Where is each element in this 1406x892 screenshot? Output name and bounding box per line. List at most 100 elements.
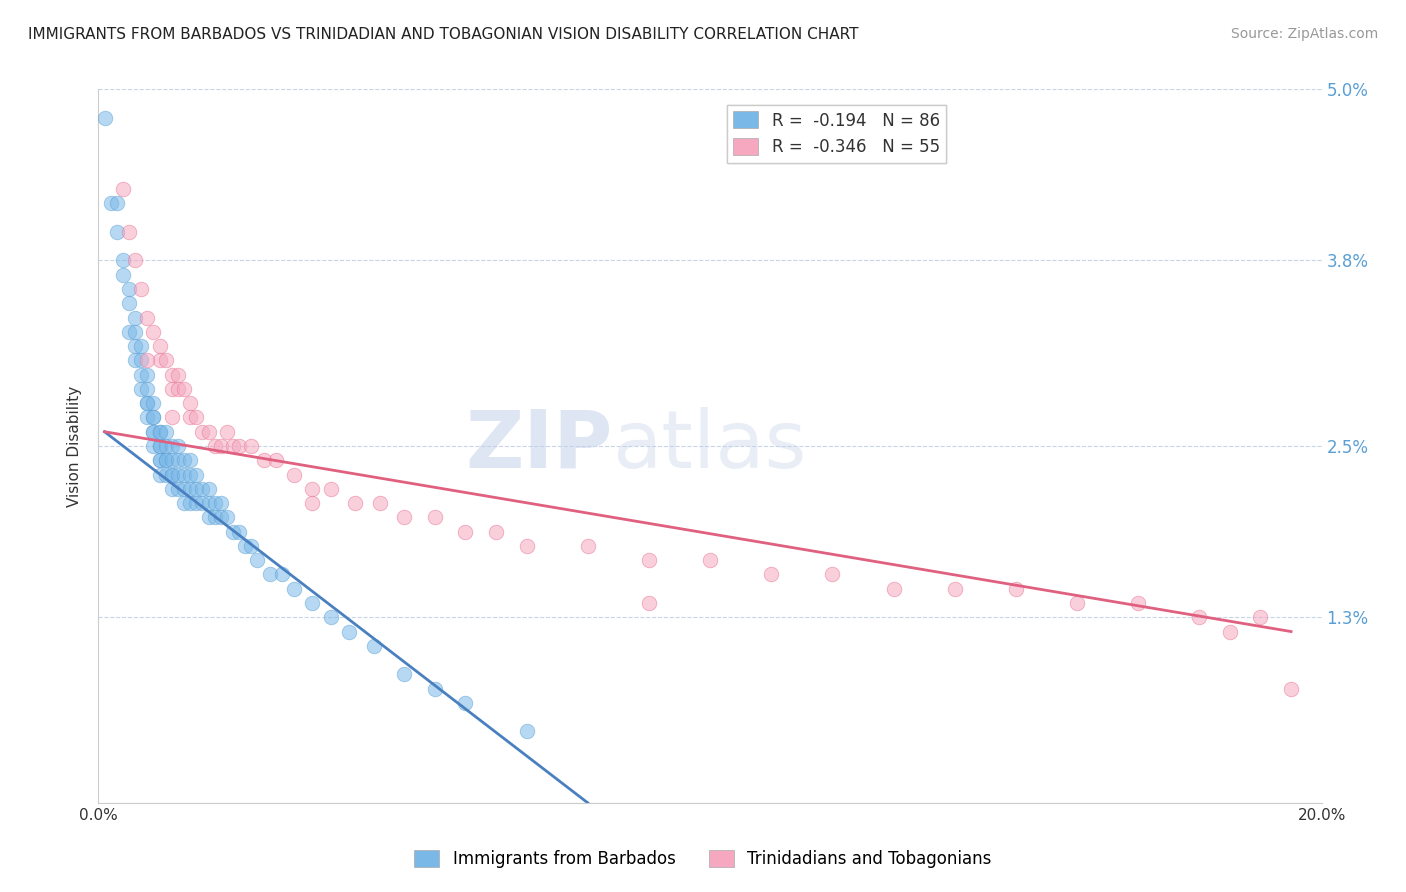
Point (270, 567, 292, 582)
Point (204, 439, 226, 453)
Point (516, 724, 538, 739)
Point (204, 496, 226, 510)
Point (215, 510, 238, 524)
Point (167, 482, 190, 496)
Point (155, 467, 177, 482)
Point (136, 396, 159, 410)
Point (228, 439, 250, 453)
Point (423, 510, 446, 524)
Point (167, 382, 190, 396)
Point (179, 453, 201, 467)
Point (129, 382, 152, 396)
Point (136, 382, 159, 396)
Text: IMMIGRANTS FROM BARBADOS VS TRINIDADIAN AND TOBAGONIAN VISION DISABILITY CORRELA: IMMIGRANTS FROM BARBADOS VS TRINIDADIAN … (28, 27, 859, 42)
Point (423, 681, 446, 696)
Point (179, 396, 201, 410)
Point (1279, 681, 1302, 696)
Point (186, 410, 208, 425)
Point (167, 467, 190, 482)
Point (197, 425, 219, 439)
Point (301, 496, 323, 510)
Text: Source: ZipAtlas.com: Source: ZipAtlas.com (1230, 27, 1378, 41)
Point (259, 567, 281, 582)
Point (149, 353, 172, 368)
Point (301, 596, 323, 610)
Point (124, 253, 146, 268)
Point (149, 425, 172, 439)
Point (142, 410, 165, 425)
Y-axis label: Vision Disability: Vision Disability (67, 385, 83, 507)
Point (179, 482, 201, 496)
Point (252, 453, 274, 467)
Point (1128, 596, 1150, 610)
Point (105, 225, 128, 239)
Point (136, 396, 159, 410)
Point (118, 225, 141, 239)
Point (129, 282, 152, 296)
Point (142, 439, 165, 453)
Point (111, 253, 134, 268)
Point (136, 410, 159, 425)
Point (124, 325, 146, 339)
Point (283, 467, 305, 482)
Point (215, 425, 238, 439)
Legend: Immigrants from Barbados, Trinidadians and Tobagonians: Immigrants from Barbados, Trinidadians a… (408, 843, 998, 875)
Point (197, 482, 219, 496)
Point (160, 467, 183, 482)
Point (149, 339, 172, 353)
Point (124, 339, 146, 353)
Point (197, 510, 219, 524)
Point (1219, 624, 1241, 639)
Point (454, 524, 477, 539)
Point (160, 368, 183, 382)
Point (246, 553, 269, 567)
Point (943, 582, 966, 596)
Point (1249, 610, 1271, 624)
Point (173, 467, 195, 482)
Point (319, 610, 342, 624)
Point (637, 596, 661, 610)
Point (264, 453, 287, 467)
Point (173, 453, 195, 467)
Point (186, 496, 208, 510)
Point (129, 339, 152, 353)
Point (167, 368, 190, 382)
Point (142, 425, 165, 439)
Point (179, 496, 201, 510)
Text: ZIP: ZIP (465, 407, 612, 485)
Point (197, 496, 219, 510)
Point (240, 439, 263, 453)
Point (93, 111, 115, 125)
Point (167, 439, 190, 453)
Point (301, 482, 323, 496)
Point (149, 439, 172, 453)
Point (759, 567, 782, 582)
Point (124, 310, 146, 325)
Point (637, 553, 661, 567)
Point (240, 539, 263, 553)
Point (118, 325, 141, 339)
Point (100, 196, 122, 211)
Point (344, 496, 367, 510)
Point (186, 482, 208, 496)
Point (319, 482, 342, 496)
Point (142, 325, 165, 339)
Point (576, 539, 599, 553)
Point (105, 196, 128, 211)
Point (149, 453, 172, 467)
Point (191, 496, 214, 510)
Point (699, 553, 721, 567)
Point (129, 353, 152, 368)
Point (118, 296, 141, 310)
Point (167, 453, 190, 467)
Point (485, 524, 508, 539)
Point (155, 353, 177, 368)
Point (204, 510, 226, 524)
Point (142, 396, 165, 410)
Point (160, 382, 183, 396)
Point (222, 439, 245, 453)
Point (173, 482, 195, 496)
Point (142, 425, 165, 439)
Point (1066, 596, 1088, 610)
Point (149, 425, 172, 439)
